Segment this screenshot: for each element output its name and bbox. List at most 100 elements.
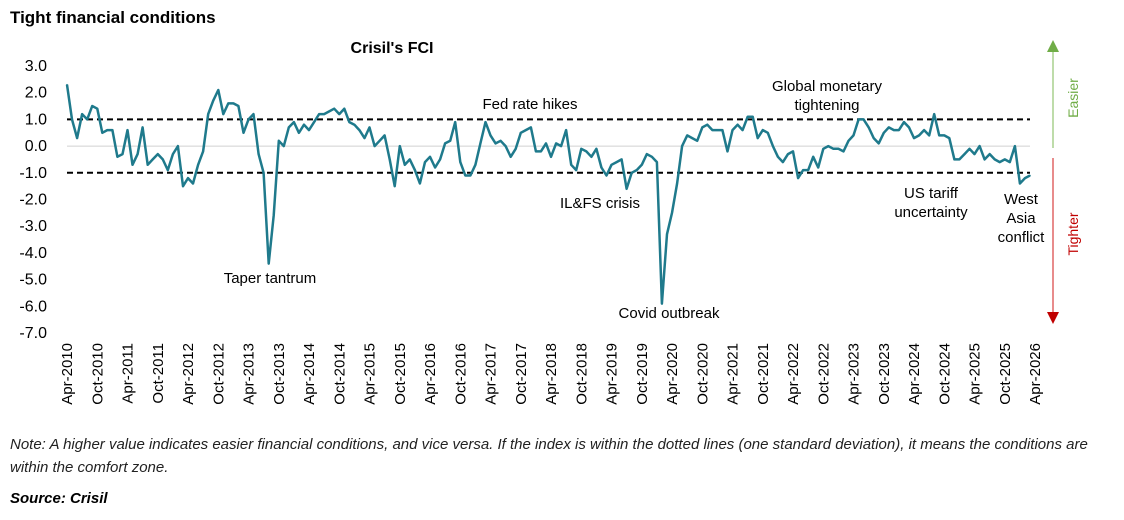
fci-series [65, 83, 1031, 305]
data-point [187, 177, 189, 179]
data-point [484, 121, 487, 123]
data-point [474, 164, 477, 166]
x-tick-label: Oct-2019 [634, 343, 651, 405]
data-point [802, 169, 804, 171]
data-point [257, 153, 260, 155]
x-tick-label: Oct-2018 [573, 343, 590, 405]
data-point [676, 182, 678, 185]
y-tick-label: 3.0 [25, 58, 47, 75]
data-point [595, 148, 598, 150]
reference-lines [67, 118, 1030, 174]
x-tick-label: Oct-2015 [392, 343, 409, 405]
annotation-west: West [1004, 191, 1039, 208]
data-point [242, 132, 245, 134]
data-point [192, 182, 194, 185]
data-point [308, 129, 310, 131]
data-point [1019, 182, 1021, 185]
y-tick-label: -5.0 [19, 272, 47, 289]
data-point [207, 113, 209, 115]
x-tick-label: Apr-2012 [180, 343, 197, 405]
x-tick-label: Oct-2017 [513, 343, 530, 405]
x-tick-label: Apr-2011 [120, 343, 137, 404]
annotation-taper-tantrum: Taper tantrum [224, 270, 317, 287]
data-point [565, 129, 567, 131]
data-point [787, 153, 789, 155]
annotations: Taper tantrum Fed rate hikes IL&FS crisi… [224, 78, 1045, 322]
x-tick-label: Apr-2021 [725, 343, 742, 405]
data-point [197, 164, 199, 166]
x-tick-label: Apr-2025 [967, 343, 984, 405]
data-point [338, 113, 341, 115]
data-point [157, 153, 159, 155]
data-point [535, 150, 537, 153]
up-arrow-icon [1047, 40, 1059, 52]
data-point [383, 134, 386, 137]
annotation-global-monetary: Global monetary [772, 78, 883, 95]
data-point [625, 188, 628, 190]
data-point [847, 140, 850, 142]
data-point [66, 83, 68, 86]
data-point [429, 156, 431, 158]
data-point [217, 89, 220, 91]
y-tick-label: -6.0 [19, 298, 47, 315]
data-point [686, 134, 688, 137]
data-point [948, 137, 951, 139]
data-point [762, 129, 764, 131]
data-point [328, 110, 331, 113]
data-point [116, 156, 119, 158]
y-tick-label: -1.0 [19, 165, 47, 182]
y-tick-label: 1.0 [25, 111, 47, 128]
data-point [363, 137, 366, 139]
data-point [1024, 177, 1026, 179]
data-point [973, 153, 976, 155]
data-point [489, 134, 492, 137]
data-point [303, 123, 305, 126]
data-point [777, 156, 779, 158]
data-point [797, 177, 799, 179]
y-tick-label: -3.0 [19, 218, 47, 235]
data-point [641, 164, 643, 166]
data-point [333, 107, 336, 110]
tighter-label: Tighter [1065, 212, 1081, 255]
x-tick-label: Apr-2026 [1027, 343, 1044, 405]
data-point [141, 126, 144, 129]
y-tick-label: -2.0 [19, 192, 47, 209]
data-point [872, 137, 875, 139]
data-point [943, 134, 946, 137]
data-point [817, 166, 819, 169]
data-point [212, 99, 214, 102]
data-point [550, 156, 552, 158]
data-point [399, 145, 401, 147]
annotation-asia: Asia [1006, 210, 1036, 227]
annotation-fed-rate-hikes: Fed rate hikes [482, 96, 577, 113]
data-point [600, 166, 603, 169]
x-tick-label: Oct-2014 [331, 343, 348, 405]
data-point [525, 129, 527, 131]
chart-source: Source: Crisil [10, 490, 108, 507]
data-point [736, 123, 739, 126]
data-point [998, 161, 1001, 163]
data-point [393, 185, 396, 187]
data-point [520, 132, 522, 134]
x-tick-label: Apr-2018 [543, 343, 560, 405]
data-point [172, 153, 174, 155]
data-point [812, 156, 814, 158]
data-point [86, 118, 88, 121]
data-point [822, 148, 825, 150]
data-point [756, 137, 759, 139]
chart-note: Note: A higher value indicates easier fi… [10, 436, 1088, 476]
data-point [439, 158, 441, 161]
data-point [867, 126, 870, 129]
x-tick-label: Apr-2019 [604, 343, 621, 405]
data-point [348, 121, 351, 123]
data-point [232, 102, 235, 105]
data-point [1004, 158, 1006, 161]
data-point [247, 118, 250, 121]
x-tick-label: Oct-2025 [997, 343, 1014, 405]
y-tick-label: -7.0 [19, 325, 47, 342]
data-point [877, 142, 880, 145]
data-point [978, 145, 981, 147]
data-point [580, 148, 583, 150]
data-point [928, 134, 930, 137]
data-point [933, 113, 935, 115]
